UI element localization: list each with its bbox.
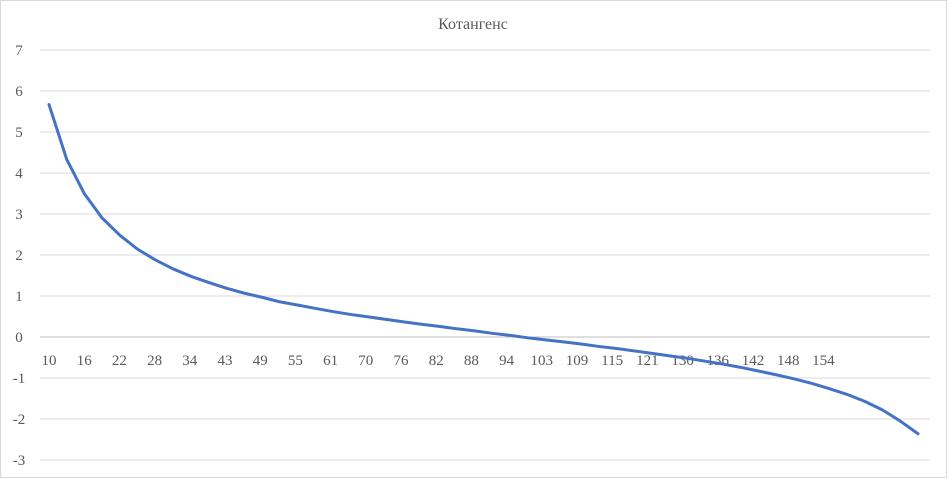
y-tick-label: -1	[13, 371, 26, 387]
x-tick-label: 103	[531, 353, 554, 369]
y-tick-label: -3	[13, 453, 26, 469]
x-tick-label: 28	[147, 353, 162, 369]
y-tick-label: -2	[13, 412, 26, 428]
y-axis-ticks: 7 6 5 4 3 2 1 0 -1 -2 -3	[13, 43, 26, 469]
x-tick-label: 16	[77, 353, 93, 369]
x-tick-label: 70	[358, 353, 373, 369]
x-axis-ticks: 10 16 22 28 34 43 49 55 61 70 76 82 88 94 103 109 115 121…	[42, 353, 836, 369]
x-tick-label: 49	[253, 353, 268, 369]
y-tick-label: 6	[15, 84, 23, 100]
y-tick-label: 7	[15, 43, 23, 59]
x-tick-label: 154	[812, 353, 835, 369]
x-tick-label: 115	[601, 353, 623, 369]
x-tick-label: 88	[464, 353, 479, 369]
y-tick-label: 4	[15, 166, 23, 182]
chart-title: Котангенс	[438, 16, 508, 33]
x-tick-label: 148	[777, 353, 800, 369]
y-tick-label: 0	[15, 330, 23, 346]
y-tick-label: 2	[15, 248, 23, 264]
x-tick-label: 34	[182, 353, 198, 369]
cotangent-series-line	[47, 103, 920, 436]
y-tick-label: 3	[15, 207, 23, 223]
x-tick-label: 142	[742, 353, 765, 369]
y-tick-label: 1	[15, 289, 23, 305]
grid-lines	[40, 49, 930, 461]
x-tick-label: 109	[566, 353, 589, 369]
x-tick-label: 94	[499, 353, 515, 369]
x-tick-label: 55	[288, 353, 303, 369]
y-tick-label: 5	[15, 125, 23, 141]
x-tick-label: 82	[429, 353, 444, 369]
series-layer	[47, 103, 920, 436]
x-tick-label: 22	[112, 353, 127, 369]
x-tick-label: 76	[394, 353, 410, 369]
x-tick-label: 43	[218, 353, 233, 369]
x-tick-label: 61	[323, 353, 338, 369]
x-tick-label: 10	[42, 353, 57, 369]
x-tick-label: 121	[636, 353, 659, 369]
